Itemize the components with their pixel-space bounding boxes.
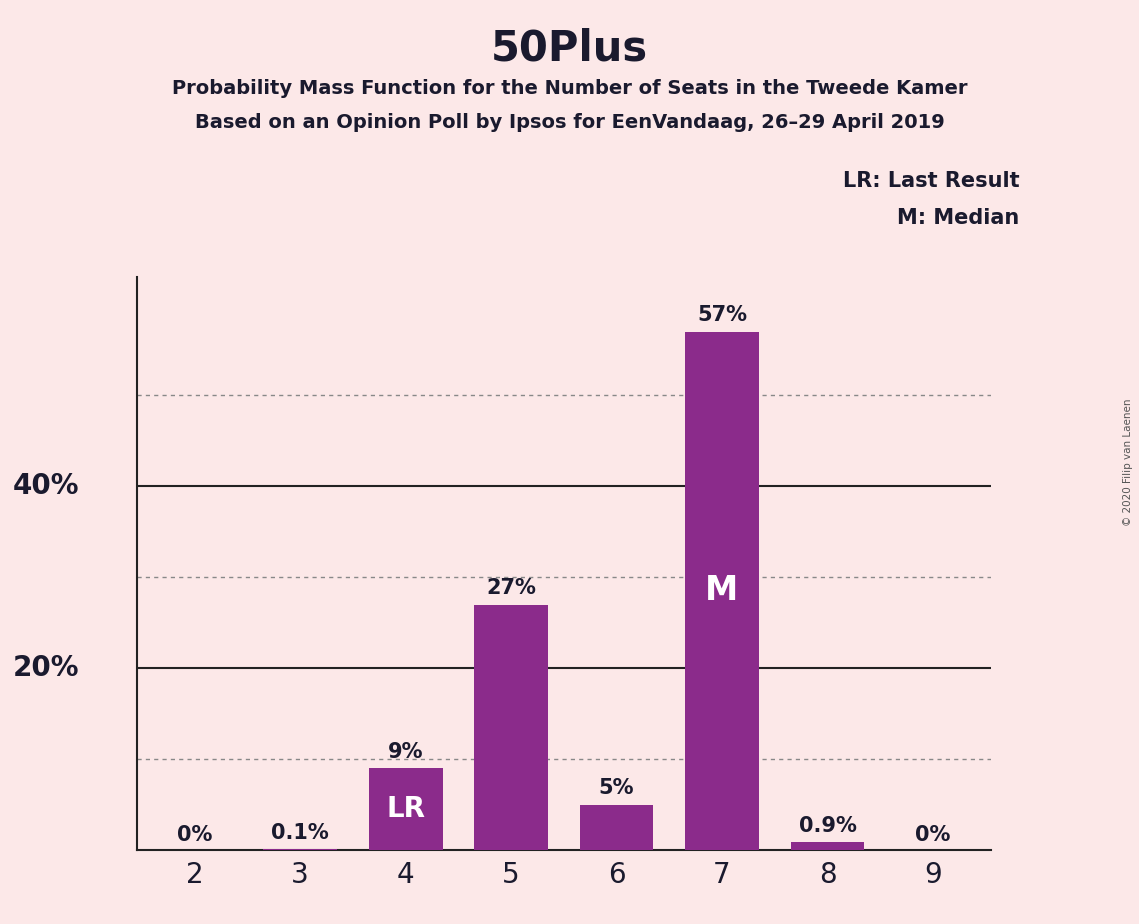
Bar <box>790 842 865 850</box>
Bar <box>369 768 443 850</box>
Text: 5%: 5% <box>599 778 634 798</box>
Text: M: Median: M: Median <box>898 208 1019 228</box>
Bar <box>474 604 548 850</box>
Text: 0%: 0% <box>916 824 951 845</box>
Text: 0.1%: 0.1% <box>271 822 329 843</box>
Text: 20%: 20% <box>14 654 80 682</box>
Text: Probability Mass Function for the Number of Seats in the Tweede Kamer: Probability Mass Function for the Number… <box>172 79 967 98</box>
Text: 40%: 40% <box>14 472 80 501</box>
Text: © 2020 Filip van Laenen: © 2020 Filip van Laenen <box>1123 398 1133 526</box>
Text: LR: LR <box>386 796 425 823</box>
Text: Based on an Opinion Poll by Ipsos for EenVandaag, 26–29 April 2019: Based on an Opinion Poll by Ipsos for Ee… <box>195 113 944 132</box>
Bar <box>685 332 759 850</box>
Text: M: M <box>705 575 738 607</box>
Text: 9%: 9% <box>388 742 424 762</box>
Text: 0.9%: 0.9% <box>798 816 857 835</box>
Text: 0%: 0% <box>177 824 212 845</box>
Text: 50Plus: 50Plus <box>491 28 648 69</box>
Text: 27%: 27% <box>486 578 536 598</box>
Bar <box>580 805 654 850</box>
Text: 57%: 57% <box>697 306 747 325</box>
Text: LR: Last Result: LR: Last Result <box>843 171 1019 191</box>
